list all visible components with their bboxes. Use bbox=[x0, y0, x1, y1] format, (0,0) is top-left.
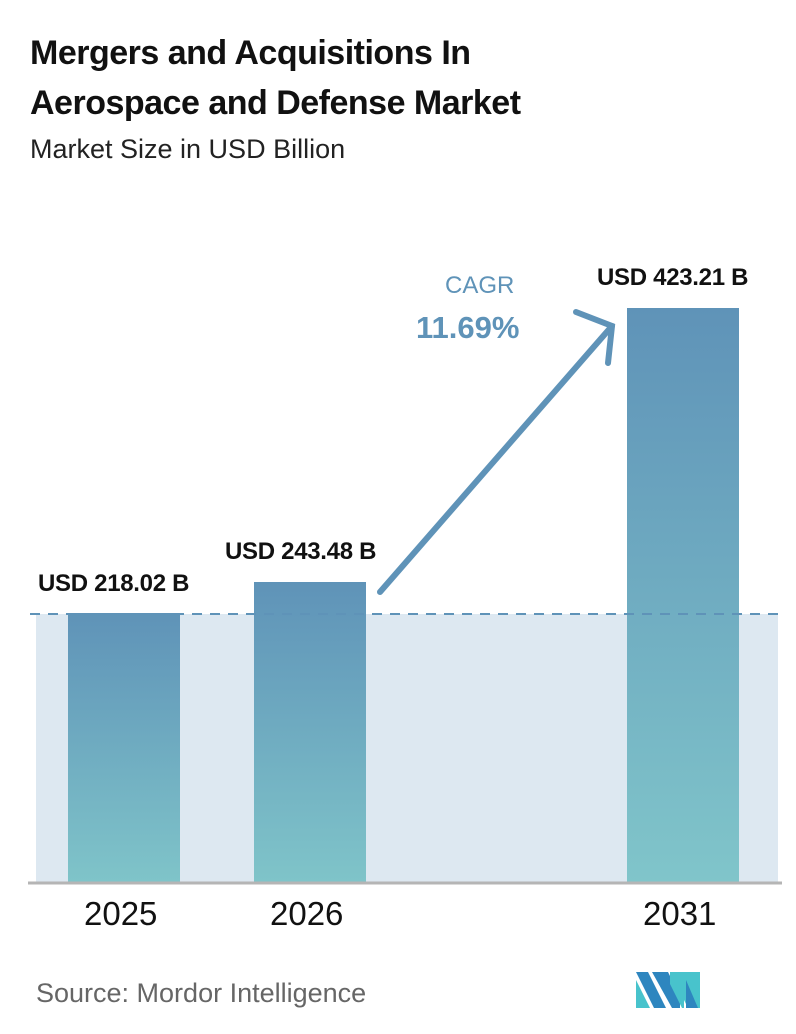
title-line-1: Mergers and Acquisitions In bbox=[30, 34, 471, 72]
bar-2031 bbox=[627, 308, 739, 882]
x-tick-2025: 2025 bbox=[84, 895, 158, 932]
cagr-value: 11.69% bbox=[416, 310, 520, 345]
x-tick-2031: 2031 bbox=[643, 895, 717, 932]
cagr-label: CAGR bbox=[445, 272, 515, 299]
bar-label-2031: USD 423.21 B bbox=[597, 264, 749, 291]
bar-2025 bbox=[68, 613, 180, 882]
cagr-arrow-icon bbox=[377, 309, 616, 595]
bar-label-2025: USD 218.02 B bbox=[38, 570, 190, 597]
chart-title: Mergers and Acquisitions In Aerospace an… bbox=[30, 28, 521, 128]
mordor-logo-icon bbox=[636, 972, 700, 1008]
x-tick-2026: 2026 bbox=[270, 895, 344, 932]
source-text: Source: Mordor Intelligence bbox=[36, 978, 367, 1008]
bar-label-2026: USD 243.48 B bbox=[225, 538, 377, 565]
chart-subtitle: Market Size in USD Billion bbox=[30, 134, 346, 164]
bar-2026 bbox=[254, 582, 366, 882]
title-line-2: Aerospace and Defense Market bbox=[30, 84, 521, 122]
